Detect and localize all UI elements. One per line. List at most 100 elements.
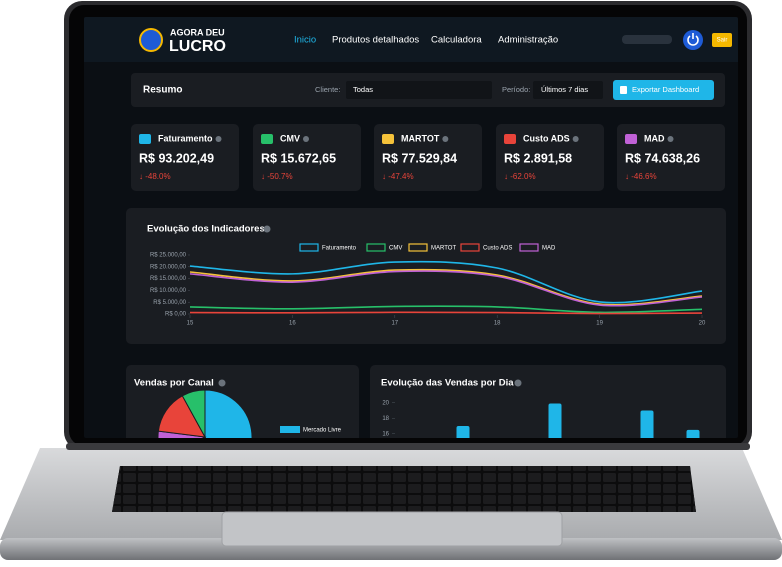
daily-chart: 16 18 20 bbox=[382, 400, 700, 438]
line-series bbox=[189, 268, 703, 306]
kpi-card bbox=[131, 124, 239, 191]
hinge bbox=[66, 443, 750, 450]
logout-button[interactable] bbox=[712, 33, 732, 47]
y-tick-label: R$ 10.000,00 bbox=[150, 288, 187, 294]
legend-swatch bbox=[299, 243, 319, 252]
legend-label: MAD bbox=[542, 246, 556, 252]
y-tick-label: 20 bbox=[382, 400, 389, 406]
pie-slice bbox=[181, 389, 206, 438]
legend-label: Mercado Livre bbox=[303, 428, 342, 434]
line-series bbox=[189, 270, 703, 307]
x-tick-label: 20 bbox=[699, 321, 706, 327]
info-icon bbox=[303, 136, 309, 142]
logo-bottom: LUCRO bbox=[169, 38, 226, 55]
info-icon bbox=[218, 379, 226, 387]
export-label[interactable]: Exportar Dashboard bbox=[632, 85, 699, 94]
pie-slice bbox=[204, 389, 253, 438]
nav-link[interactable]: Inicio bbox=[294, 35, 316, 46]
nav-link[interactable]: Administração bbox=[498, 35, 558, 46]
line-series bbox=[189, 260, 703, 304]
legend-swatch bbox=[408, 243, 428, 252]
y-tick-label: R$ 0,00 bbox=[165, 312, 187, 318]
kpi-change: ↓ -50.7% bbox=[261, 172, 293, 181]
kpi-value: R$ 2.891,58 bbox=[504, 151, 572, 165]
kpi-icon bbox=[261, 134, 273, 144]
kpi-card bbox=[253, 124, 361, 191]
x-tick-label: 19 bbox=[596, 321, 603, 327]
line-series bbox=[189, 305, 703, 314]
logo-top: AGORA DEU bbox=[170, 27, 225, 37]
export-button[interactable] bbox=[613, 80, 714, 100]
kpi-value: R$ 15.672,65 bbox=[261, 151, 336, 165]
period-label: Período: bbox=[502, 85, 530, 94]
kpi-label: MARTOT bbox=[401, 133, 440, 143]
info-icon bbox=[667, 136, 674, 142]
client-value[interactable]: Todas bbox=[353, 85, 373, 94]
client-select[interactable] bbox=[346, 81, 492, 99]
power-icon bbox=[687, 33, 699, 46]
x-tick-label: 15 bbox=[187, 321, 194, 327]
kpi-label: Custo ADS bbox=[523, 133, 570, 143]
kpi-label: CMV bbox=[280, 133, 300, 143]
kpi-value: R$ 77.529,84 bbox=[382, 151, 457, 165]
kpi-icon bbox=[139, 134, 151, 144]
nav-link[interactable]: Produtos detalhados bbox=[332, 35, 419, 46]
legend-swatch bbox=[519, 243, 539, 252]
legend-label: Custo ADS bbox=[483, 246, 512, 252]
kpi-row: Faturamento R$ 93.202,49 ↓ -48.0% CMV R$ 15.… bbox=[131, 124, 725, 191]
legend-label: Faturamento bbox=[322, 246, 357, 252]
y-tick-label: R$ 25.000,00 bbox=[150, 253, 187, 259]
kpi-change: ↓ -48.0% bbox=[139, 172, 171, 181]
screen: AGORA DEU LUCRO Inicio Produtos detalhad… bbox=[84, 17, 738, 438]
kpi-label: MAD bbox=[644, 133, 665, 143]
kpi-card bbox=[374, 124, 482, 191]
kpi-change: ↓ -46.6% bbox=[625, 172, 657, 181]
legend-label: MARTOT bbox=[431, 246, 456, 252]
y-tick-label: R$ 20.000,00 bbox=[150, 264, 187, 270]
daily-title: Evolução das Vendas por Dia bbox=[381, 378, 514, 389]
x-tick-label: 16 bbox=[289, 321, 296, 327]
logo-icon bbox=[139, 28, 163, 52]
legend-swatch bbox=[460, 243, 480, 252]
indicators-panel bbox=[126, 208, 726, 344]
y-tick-label: R$ 15.000,00 bbox=[150, 276, 187, 282]
info-icon bbox=[442, 136, 449, 142]
y-tick-label: R$ 5.000,00 bbox=[153, 300, 186, 306]
kpi-value: R$ 74.638,26 bbox=[625, 151, 700, 165]
info-icon bbox=[514, 379, 522, 387]
laptop-base bbox=[0, 448, 782, 560]
kpi-label: Faturamento bbox=[158, 133, 213, 143]
indicators-chart: R$ 0,00 R$ 5.000,00 R$ 10.000,00 R$ 15.000,… bbox=[150, 243, 706, 327]
legend-label: CMV bbox=[389, 246, 402, 252]
client-label: Cliente: bbox=[315, 85, 340, 94]
info-icon bbox=[215, 136, 222, 142]
indicators-title: Evolução dos Indicadores bbox=[147, 224, 265, 235]
export-icon bbox=[620, 86, 627, 94]
power-button[interactable] bbox=[683, 30, 703, 50]
period-select[interactable] bbox=[533, 81, 603, 99]
summary-title: Resumo bbox=[143, 85, 182, 96]
kpi-change: ↓ -47.4% bbox=[382, 172, 414, 181]
line-series bbox=[189, 311, 703, 315]
kpi-value: R$ 93.202,49 bbox=[139, 151, 214, 165]
kpi-icon bbox=[382, 134, 394, 144]
kpi-icon bbox=[625, 134, 637, 144]
nav-link[interactable]: Calculadora bbox=[431, 35, 482, 46]
kpi-card bbox=[617, 124, 725, 191]
info-icon bbox=[263, 225, 271, 233]
info-icon bbox=[572, 136, 579, 142]
kpi-icon bbox=[504, 134, 516, 144]
period-value[interactable]: Últimos 7 dias bbox=[541, 85, 588, 94]
logout-label[interactable]: Sair bbox=[717, 38, 728, 44]
kpi-change: ↓ -62.0% bbox=[504, 172, 536, 181]
blurred-user bbox=[622, 35, 672, 44]
legend-swatch bbox=[366, 243, 386, 252]
x-tick-label: 17 bbox=[391, 321, 398, 327]
y-tick-label: 18 bbox=[382, 416, 389, 422]
y-tick-label: 16 bbox=[382, 431, 389, 437]
channel-title: Vendas por Canal bbox=[134, 378, 214, 389]
x-tick-label: 18 bbox=[494, 321, 501, 327]
legend-swatch bbox=[280, 426, 300, 433]
